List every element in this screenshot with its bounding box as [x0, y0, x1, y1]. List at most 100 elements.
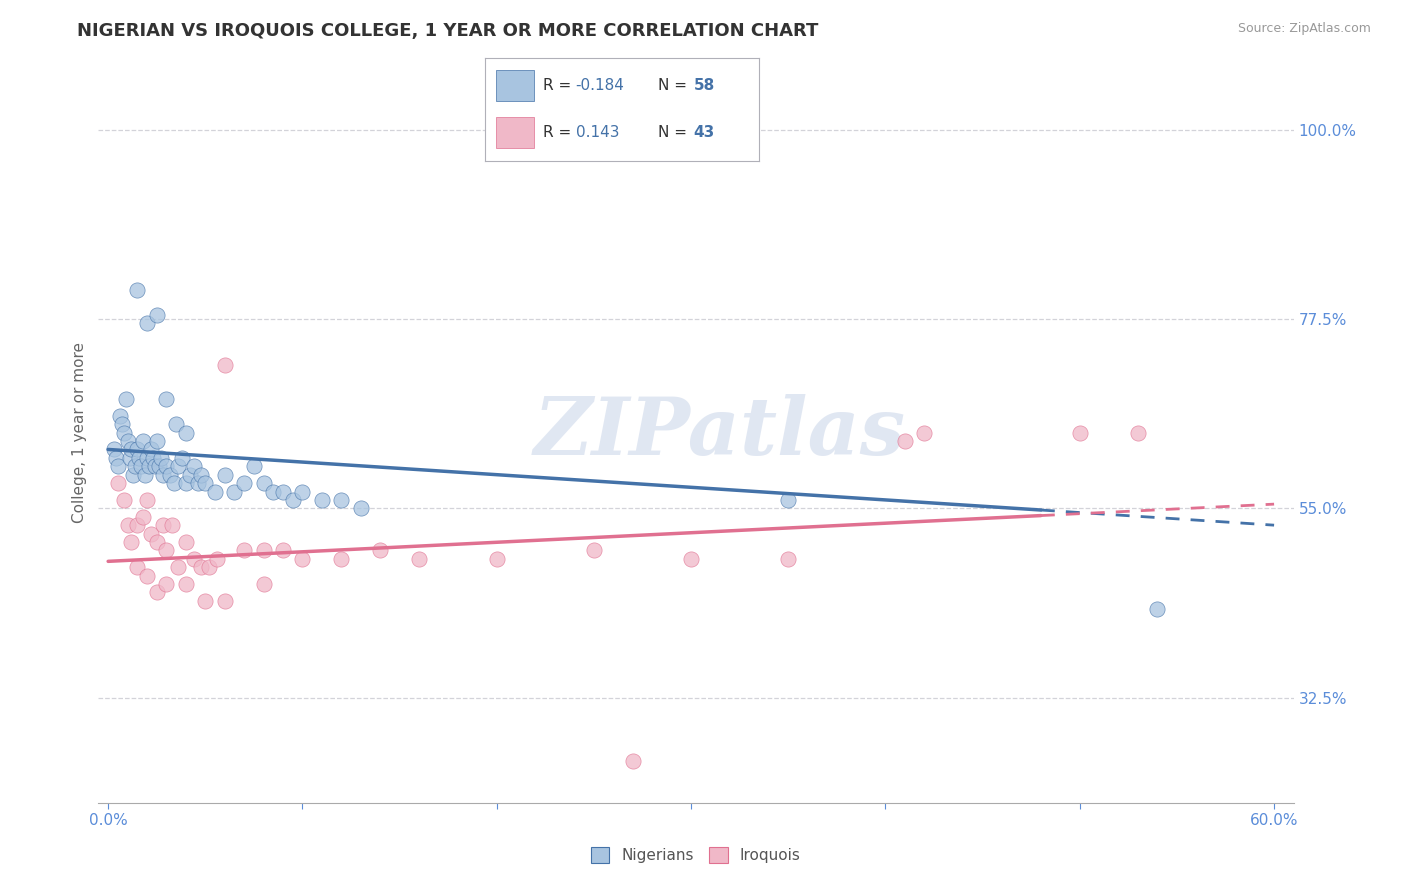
Bar — [496, 118, 534, 148]
Point — [148, 459, 170, 474]
Point — [155, 392, 177, 406]
Point — [252, 543, 274, 558]
Point — [136, 492, 159, 507]
Point — [243, 459, 266, 474]
Point — [262, 484, 284, 499]
Legend: Nigerians, Iroquois: Nigerians, Iroquois — [585, 841, 807, 869]
Point — [145, 434, 167, 448]
Point — [621, 754, 644, 768]
Point — [145, 535, 167, 549]
Text: R =: R = — [543, 126, 581, 140]
Point — [162, 518, 184, 533]
Point — [149, 450, 172, 465]
Point — [139, 526, 162, 541]
Point — [233, 543, 256, 558]
Point — [136, 568, 159, 582]
Point — [205, 551, 228, 566]
Text: Source: ZipAtlas.com: Source: ZipAtlas.com — [1237, 22, 1371, 36]
Point — [330, 551, 353, 566]
Point — [291, 484, 314, 499]
Point — [214, 359, 236, 373]
Text: 0.143: 0.143 — [575, 126, 619, 140]
Point — [127, 560, 149, 574]
Point — [152, 518, 174, 533]
Point — [778, 492, 800, 507]
Point — [204, 484, 226, 499]
Text: N =: N = — [658, 78, 692, 93]
Point — [155, 577, 177, 591]
Text: N =: N = — [658, 126, 692, 140]
Point — [681, 551, 703, 566]
Point — [134, 467, 156, 482]
Point — [174, 577, 197, 591]
Y-axis label: College, 1 year or more: College, 1 year or more — [72, 343, 87, 523]
Point — [128, 450, 150, 465]
Point — [214, 467, 236, 482]
Point — [152, 467, 174, 482]
Point — [114, 392, 136, 406]
Point — [142, 450, 165, 465]
Point — [183, 459, 205, 474]
Point — [108, 409, 131, 423]
Point — [174, 425, 197, 440]
Point — [291, 551, 314, 566]
Point — [252, 476, 274, 491]
Text: ZIPatlas: ZIPatlas — [534, 394, 905, 471]
Text: 58: 58 — [693, 78, 714, 93]
Point — [167, 459, 190, 474]
Point — [136, 316, 159, 330]
Point — [127, 442, 149, 457]
Point — [124, 459, 146, 474]
Text: R =: R = — [543, 78, 576, 93]
Point — [198, 560, 221, 574]
Text: 43: 43 — [693, 126, 714, 140]
Point — [174, 535, 197, 549]
Point — [112, 492, 135, 507]
Point — [145, 585, 167, 599]
Point — [408, 551, 430, 566]
Point — [224, 484, 246, 499]
Point — [127, 518, 149, 533]
Point — [120, 442, 142, 457]
Point — [912, 425, 935, 440]
Point — [485, 551, 508, 566]
Point — [190, 467, 212, 482]
Point — [190, 560, 212, 574]
Bar — [496, 70, 534, 101]
Point — [104, 450, 127, 465]
Point — [281, 492, 304, 507]
Point — [163, 476, 186, 491]
Point — [368, 543, 391, 558]
Point — [582, 543, 605, 558]
Point — [111, 417, 134, 432]
Point — [179, 467, 201, 482]
Point — [1146, 602, 1168, 616]
Point — [129, 459, 152, 474]
Point — [271, 543, 294, 558]
Point — [174, 476, 197, 491]
Point — [778, 551, 800, 566]
Point — [127, 283, 149, 297]
Point — [107, 459, 129, 474]
Point — [311, 492, 333, 507]
Point — [214, 594, 236, 608]
Text: NIGERIAN VS IROQUOIS COLLEGE, 1 YEAR OR MORE CORRELATION CHART: NIGERIAN VS IROQUOIS COLLEGE, 1 YEAR OR … — [77, 22, 818, 40]
Point — [170, 450, 193, 465]
Point — [118, 450, 141, 465]
Point — [122, 467, 145, 482]
Point — [1069, 425, 1091, 440]
Point — [132, 509, 155, 524]
Point — [143, 459, 166, 474]
Point — [132, 434, 155, 448]
Point — [103, 442, 125, 457]
Point — [107, 476, 129, 491]
Point — [194, 476, 217, 491]
Point — [112, 425, 135, 440]
Point — [117, 434, 139, 448]
Point — [145, 308, 167, 322]
Point — [350, 501, 373, 516]
Point — [167, 560, 190, 574]
Point — [165, 417, 187, 432]
Point — [330, 492, 353, 507]
Point — [117, 518, 139, 533]
